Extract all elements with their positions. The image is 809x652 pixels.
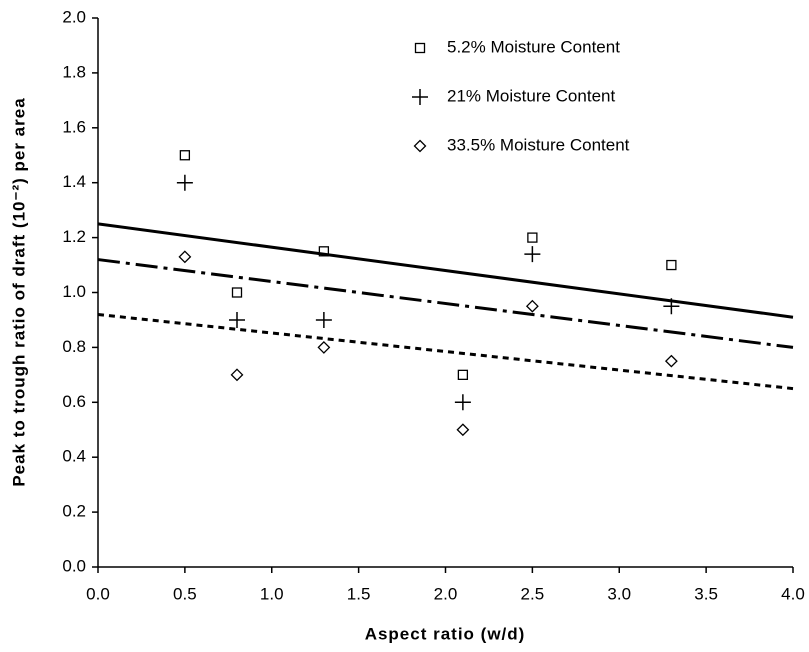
y-tick-label: 1.4 xyxy=(62,172,86,191)
y-tick-label: 1.0 xyxy=(62,282,86,301)
trend-line xyxy=(97,312,794,391)
marker-plus xyxy=(176,174,193,191)
x-tick-label: 1.5 xyxy=(347,584,371,603)
marker-plus xyxy=(524,246,541,263)
marker-diamond xyxy=(230,368,244,382)
marker-square xyxy=(318,246,330,257)
x-tick-label: 2.0 xyxy=(434,584,458,603)
marker-square xyxy=(457,369,469,381)
marker-diamond xyxy=(317,340,331,354)
marker-diamond xyxy=(178,250,192,264)
x-tick-label: 4.0 xyxy=(781,584,805,603)
marker-plus xyxy=(412,89,428,105)
marker-diamond xyxy=(456,423,470,437)
legend-label: 21% Moisture Content xyxy=(447,86,615,105)
x-tick-label: 3.0 xyxy=(607,584,631,603)
y-tick-label: 0.2 xyxy=(62,502,86,521)
trend-line xyxy=(97,222,794,319)
x-axis-label: Aspect ratio (w/d) xyxy=(365,624,526,643)
y-tick-label: 0.8 xyxy=(62,337,86,356)
marker-diamond xyxy=(413,139,427,153)
x-tick-label: 3.5 xyxy=(694,584,718,603)
y-tick-label: 2.0 xyxy=(62,7,86,26)
x-tick-label: 1.0 xyxy=(260,584,284,603)
marker-square xyxy=(414,42,426,54)
y-tick-label: 0.4 xyxy=(62,447,86,466)
marker-plus xyxy=(663,298,680,315)
legend-label: 33.5% Moisture Content xyxy=(447,135,630,154)
marker-square xyxy=(527,232,538,243)
marker-plus xyxy=(454,394,471,411)
x-tick-label: 0.0 xyxy=(86,584,110,603)
marker-plus xyxy=(229,311,245,328)
y-axis-label: Peak to trough ratio of draft (10⁻²) per… xyxy=(9,97,28,486)
x-tick-label: 0.5 xyxy=(173,584,197,603)
marker-square xyxy=(666,259,677,271)
y-tick-label: 1.6 xyxy=(62,117,86,136)
marker-diamond xyxy=(525,299,539,313)
x-tick-label: 2.5 xyxy=(521,584,545,603)
marker-square xyxy=(179,150,191,161)
y-tick-label: 1.8 xyxy=(62,62,86,81)
trend-line xyxy=(97,258,794,349)
y-tick-label: 0.0 xyxy=(62,556,86,575)
marker-plus xyxy=(315,311,332,328)
y-tick-label: 1.2 xyxy=(62,227,86,246)
marker-square xyxy=(231,287,243,298)
y-tick-label: 0.6 xyxy=(62,392,86,411)
marker-diamond xyxy=(664,354,678,368)
legend-label: 5.2% Moisture Content xyxy=(447,37,620,56)
